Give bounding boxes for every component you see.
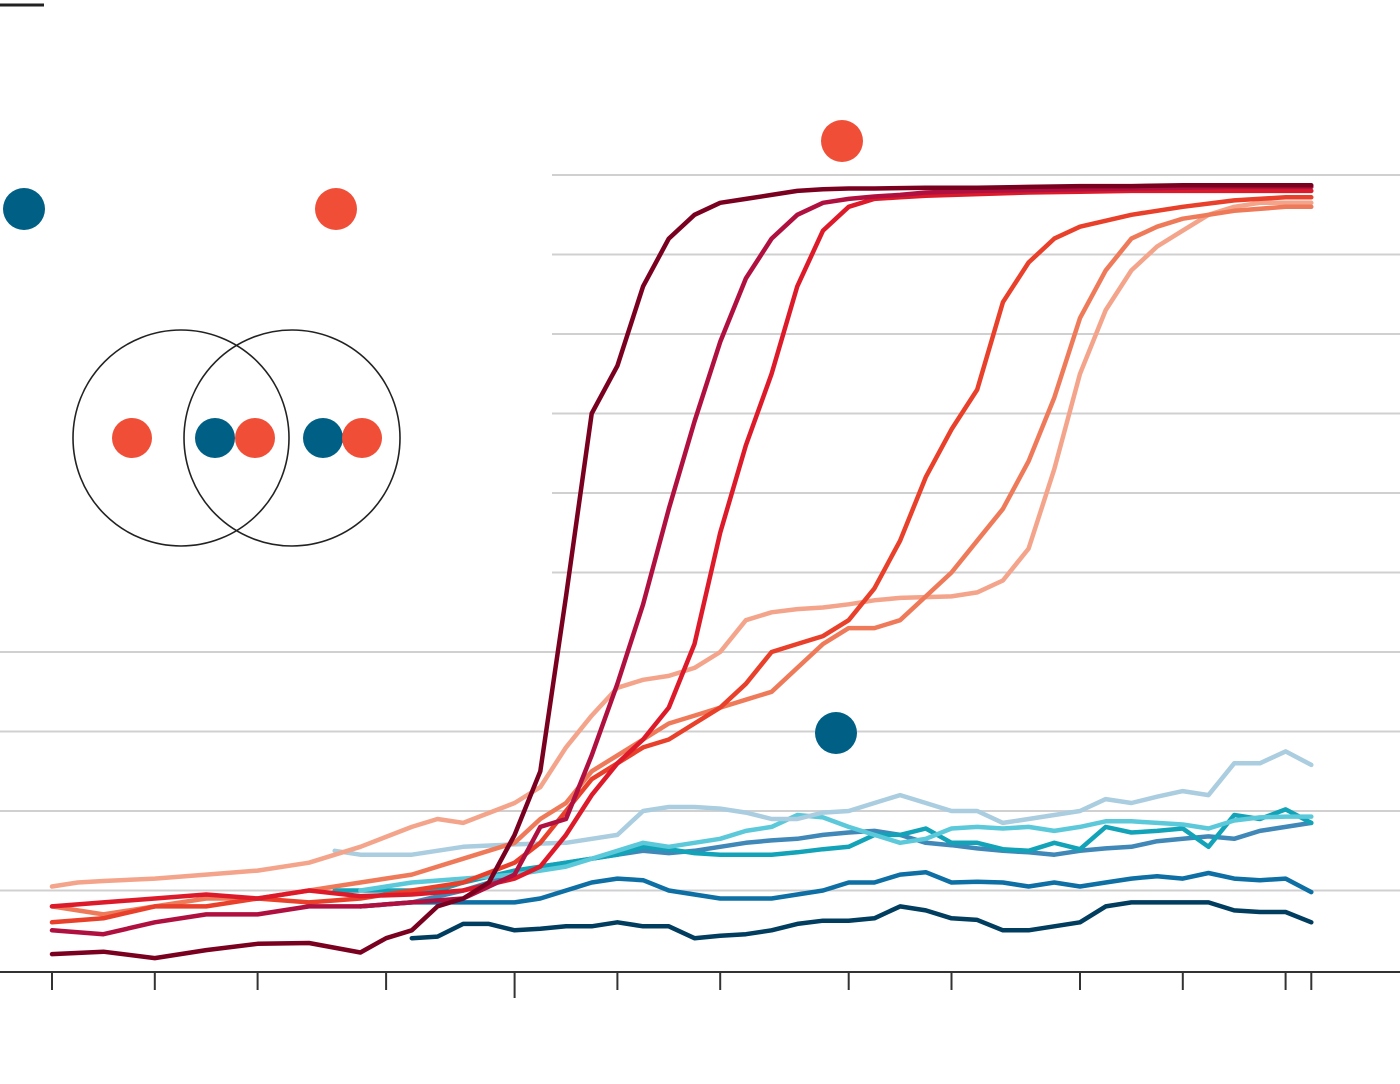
x-axis [0, 971, 1400, 998]
legend-markers [3, 120, 863, 754]
gridlines [0, 174, 1400, 892]
series-line-0 [49, 183, 1314, 961]
series-line-11 [409, 900, 1314, 941]
blue-marker-curve [815, 712, 857, 754]
red-marker-top [315, 188, 357, 230]
venn-left-red-dot [112, 418, 152, 458]
series-line-1 [49, 184, 1314, 937]
series-line-6 [332, 749, 1314, 857]
series-line-7 [358, 812, 1314, 893]
venn-right-blue-dot [303, 418, 343, 458]
series-line-9 [358, 820, 1314, 909]
venn-circle-right [183, 329, 401, 547]
venn-overlap-red-dot [235, 418, 275, 458]
series-line-10 [358, 869, 1314, 909]
blue-marker-left [3, 188, 45, 230]
venn-right-red-dot [342, 418, 382, 458]
venn-circle-left [72, 329, 290, 547]
venn-overlap-blue-dot [195, 418, 235, 458]
series-line-4 [49, 204, 1314, 917]
series-line-5 [49, 200, 1314, 889]
red-marker-curve [821, 120, 863, 162]
series-line-2 [49, 188, 1314, 909]
venn-diagram [72, 329, 401, 547]
series-group [49, 183, 1314, 961]
series-line-3 [49, 195, 1314, 925]
